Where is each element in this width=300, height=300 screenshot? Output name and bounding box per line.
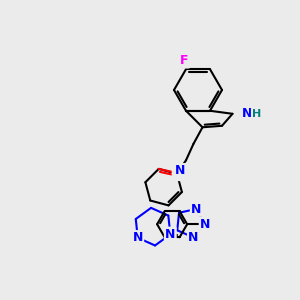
Text: N: N bbox=[133, 231, 143, 244]
Text: O: O bbox=[173, 167, 184, 180]
Text: N: N bbox=[165, 228, 175, 241]
Text: F: F bbox=[180, 54, 189, 67]
Text: N: N bbox=[242, 107, 252, 120]
Text: N: N bbox=[175, 164, 185, 177]
Text: H: H bbox=[252, 109, 261, 119]
Text: N: N bbox=[191, 202, 201, 215]
Text: N: N bbox=[188, 231, 199, 244]
Text: N: N bbox=[200, 218, 210, 231]
